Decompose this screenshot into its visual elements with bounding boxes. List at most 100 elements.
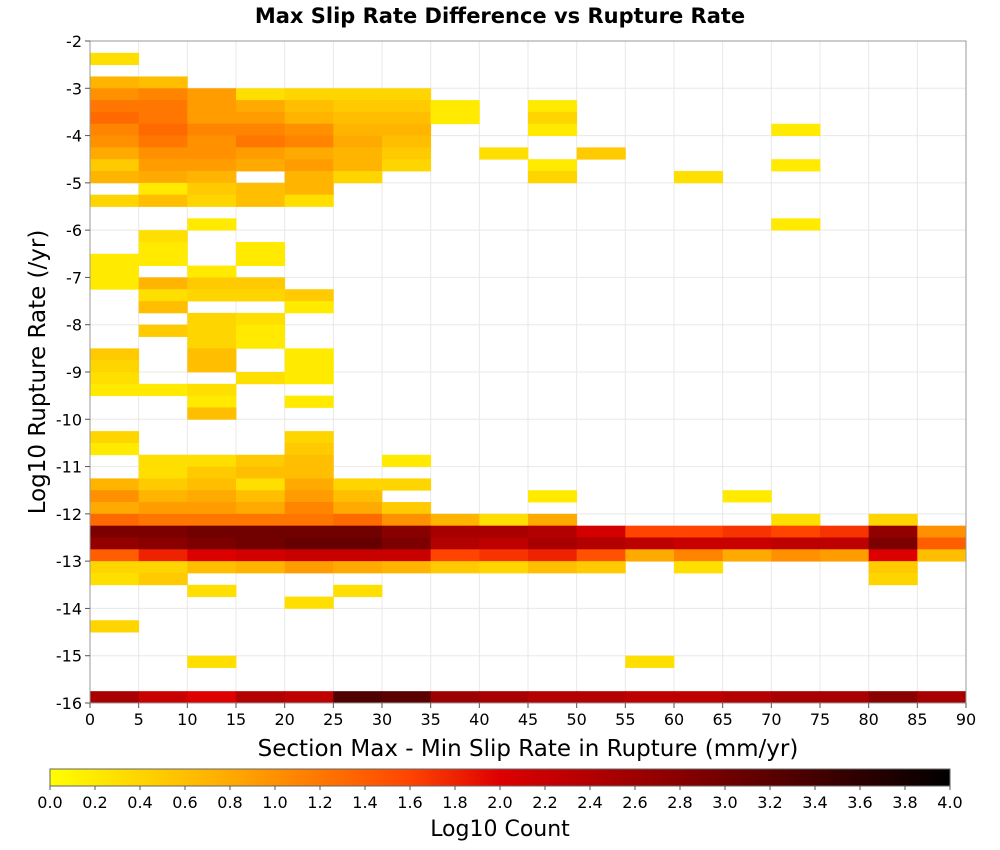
x-tick-label: 20 bbox=[274, 710, 294, 729]
heatmap-cell bbox=[528, 525, 578, 538]
heatmap-cell bbox=[333, 100, 383, 113]
x-axis-label: Section Max - Min Slip Rate in Rupture (… bbox=[258, 736, 799, 762]
heatmap-cell bbox=[90, 502, 140, 515]
heatmap-cell bbox=[382, 88, 432, 101]
heatmap-cell bbox=[138, 289, 188, 302]
x-tick-label: 60 bbox=[664, 710, 684, 729]
x-tick-label: 80 bbox=[858, 710, 878, 729]
heatmap-cell bbox=[284, 525, 334, 538]
heatmap-cell bbox=[333, 502, 383, 515]
heatmap-cell bbox=[90, 360, 140, 373]
colorbar-tick-label: 0.4 bbox=[127, 793, 152, 812]
heatmap-cell bbox=[236, 241, 286, 255]
heatmap-cell bbox=[138, 502, 188, 515]
heatmap-cell bbox=[284, 395, 334, 408]
heatmap-cell bbox=[187, 502, 237, 515]
colorbar-tick-label: 3.0 bbox=[712, 793, 737, 812]
heatmap-cell bbox=[236, 194, 286, 207]
heatmap-cell bbox=[236, 111, 286, 125]
heatmap-cell bbox=[138, 454, 188, 467]
heatmap-cell bbox=[625, 549, 675, 562]
colorbar-tick-label: 0.8 bbox=[217, 793, 242, 812]
colorbar-tick-label: 2.8 bbox=[667, 793, 692, 812]
heatmap-cell bbox=[236, 253, 286, 267]
heatmap-cell bbox=[187, 289, 237, 302]
heatmap-cell bbox=[187, 513, 237, 527]
heatmap-cell bbox=[90, 478, 140, 491]
heatmap-cell bbox=[138, 301, 188, 314]
heatmap-cell bbox=[333, 525, 383, 538]
heatmap-cell bbox=[187, 525, 237, 538]
x-tick-label: 55 bbox=[615, 710, 635, 729]
heatmap-cell bbox=[90, 159, 140, 172]
heatmap-cell bbox=[236, 277, 286, 290]
heatmap-cell bbox=[187, 407, 237, 420]
heatmap-cell bbox=[284, 537, 334, 550]
heatmap-cell bbox=[187, 395, 237, 408]
x-tick-label: 40 bbox=[469, 710, 489, 729]
heatmap-cell bbox=[820, 525, 870, 538]
heatmap-cell bbox=[138, 111, 188, 125]
heatmap-cell bbox=[236, 182, 286, 196]
heatmap-cell bbox=[236, 513, 286, 527]
colorbar-ticks: 0.0 0.2 0.4 0.6 0.8 1.0 1.2 1.4 1.6 1.8 2.0 2.2 2.4 2… bbox=[37, 786, 963, 812]
heatmap-cell bbox=[479, 147, 529, 160]
heatmap-cell bbox=[625, 525, 675, 538]
heatmap-cell bbox=[138, 561, 188, 574]
heatmap-cell bbox=[430, 691, 480, 704]
colorbar bbox=[49, 768, 951, 787]
y-tick-label: -6 bbox=[66, 221, 82, 240]
heatmap-cell bbox=[236, 490, 286, 503]
heatmap-cell bbox=[771, 549, 821, 562]
heatmap-cell bbox=[333, 549, 383, 562]
heatmap-cell bbox=[90, 490, 140, 503]
colorbar-tick-label: 1.4 bbox=[352, 793, 377, 812]
heatmap-cell bbox=[284, 442, 334, 456]
heatmap-cell bbox=[674, 537, 724, 550]
heatmap-cell bbox=[479, 525, 529, 538]
heatmap-cell bbox=[333, 537, 383, 550]
x-tick-label: 25 bbox=[323, 710, 343, 729]
heatmap-cell bbox=[820, 549, 870, 562]
heatmap-cell bbox=[187, 336, 237, 349]
heatmap-cell bbox=[333, 584, 383, 598]
heatmap-cell bbox=[528, 513, 578, 527]
y-tick-label: -5 bbox=[66, 174, 82, 193]
heatmap-cell bbox=[771, 513, 821, 527]
heatmap-cell bbox=[820, 691, 870, 704]
heatmap-cell bbox=[187, 265, 237, 278]
heatmap-cell bbox=[236, 466, 286, 479]
heatmap-cell bbox=[284, 478, 334, 491]
heatmap-cell bbox=[187, 691, 237, 704]
heatmap-cell bbox=[284, 123, 334, 136]
heatmap-cell bbox=[674, 525, 724, 538]
heatmap-cell bbox=[187, 584, 237, 598]
heatmap-cell bbox=[236, 691, 286, 704]
heatmap-cell bbox=[284, 454, 334, 467]
heatmap-cell bbox=[284, 466, 334, 479]
colorbar-tick-label: 4.0 bbox=[937, 793, 962, 812]
heatmap-cell bbox=[528, 159, 578, 172]
colorbar-tick-label: 2.2 bbox=[532, 793, 557, 812]
heatmap-cell bbox=[138, 88, 188, 101]
x-tick-label: 50 bbox=[566, 710, 586, 729]
heatmap-cell bbox=[187, 147, 237, 160]
heatmap-cell bbox=[382, 525, 432, 538]
heatmap-cell bbox=[528, 490, 578, 503]
y-tick-label: -9 bbox=[66, 363, 82, 382]
heatmap-cell bbox=[333, 171, 383, 184]
heatmap-cell bbox=[382, 159, 432, 172]
heatmap-cell bbox=[625, 655, 675, 668]
heatmap-cell bbox=[236, 135, 286, 148]
heatmap-cell bbox=[138, 549, 188, 562]
heatmap-cell bbox=[674, 549, 724, 562]
heatmap-cell bbox=[138, 537, 188, 550]
x-tick-label: 90 bbox=[956, 710, 976, 729]
heatmap-cell bbox=[284, 147, 334, 160]
heatmap-cell bbox=[284, 513, 334, 527]
heatmap-cell bbox=[333, 513, 383, 527]
heatmap-cell bbox=[90, 194, 140, 207]
heatmap-cell bbox=[90, 277, 140, 290]
heatmap-cell bbox=[236, 549, 286, 562]
